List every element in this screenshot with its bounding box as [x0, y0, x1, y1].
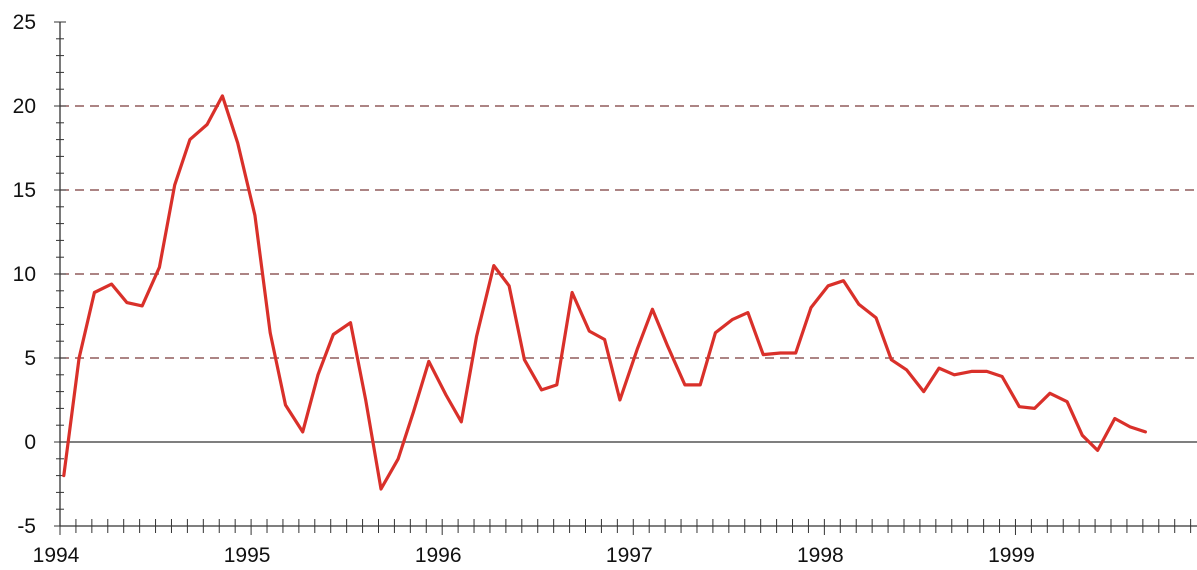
series-line — [62, 94, 1148, 491]
y-tick-label: 15 — [13, 179, 36, 202]
x-tick-label: 1998 — [797, 544, 844, 567]
y-tick-label: 20 — [13, 95, 36, 118]
x-tick-label: 1999 — [988, 544, 1035, 567]
x-tick-label: 1995 — [224, 544, 271, 567]
x-tick-label: 1997 — [606, 544, 653, 567]
y-tick-label: 10 — [13, 263, 36, 286]
y-tick-label: 25 — [13, 11, 36, 34]
x-tick-label: 1996 — [415, 544, 462, 567]
axes — [54, 21, 1197, 535]
y-tick-label: 5 — [24, 347, 36, 370]
series-layer — [62, 94, 1148, 491]
grid-lines — [60, 105, 1197, 359]
tick-labels: -5 0 5 10 15 20 25 1994 1995 1996 1997 1998 1999 — [13, 11, 1035, 567]
x-tick-label: 1994 — [33, 544, 80, 567]
y-tick-label: 0 — [24, 431, 36, 454]
y-tick-label: -5 — [17, 515, 36, 538]
